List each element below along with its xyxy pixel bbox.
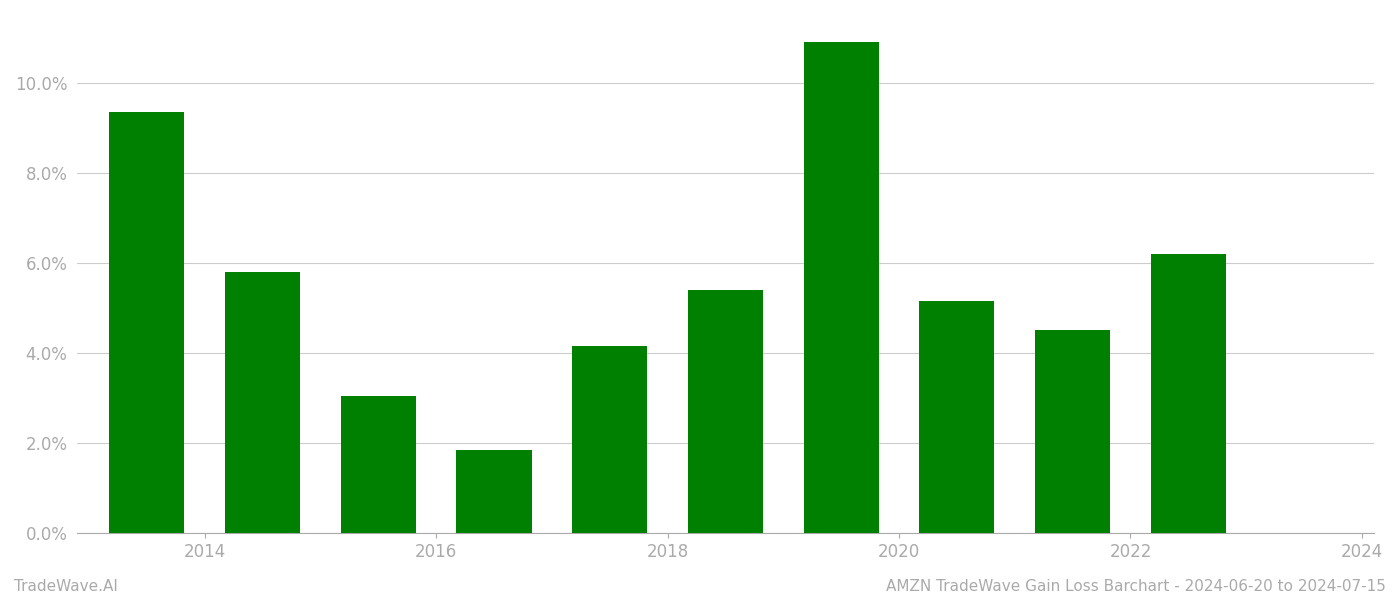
Bar (109, 112, 185, 533)
Bar (1151, 254, 1226, 533)
Bar (340, 396, 416, 533)
Bar (573, 346, 647, 533)
Bar (456, 450, 532, 533)
Text: AMZN TradeWave Gain Loss Barchart - 2024-06-20 to 2024-07-15: AMZN TradeWave Gain Loss Barchart - 2024… (886, 579, 1386, 594)
Text: TradeWave.AI: TradeWave.AI (14, 579, 118, 594)
Bar (687, 290, 763, 533)
Bar (225, 272, 300, 533)
Bar (804, 42, 879, 533)
Bar (920, 301, 994, 533)
Bar (1035, 331, 1110, 533)
